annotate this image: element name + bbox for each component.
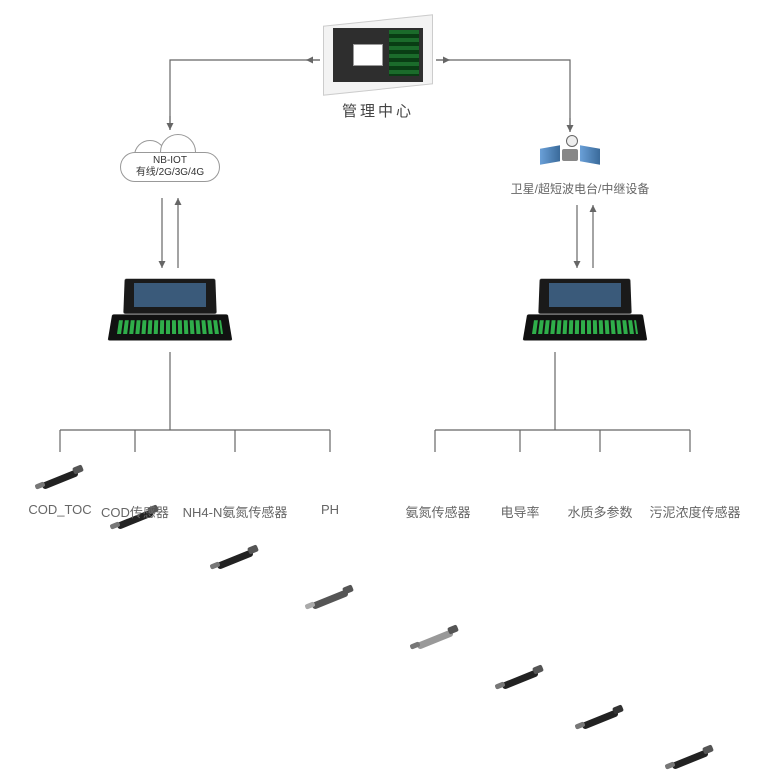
sensor-sludge-icon [663, 732, 717, 772]
sensor-nh4n-icon [208, 532, 262, 572]
cloud-icon: NB-IOT 有线/2G/3G/4G [120, 140, 220, 192]
sensor-multi-icon [573, 692, 627, 732]
sensor-label: PH [305, 502, 355, 517]
management-center-label: 管理中心 [330, 100, 426, 121]
sensor-label: 电导率 [490, 502, 550, 521]
sensor-cod-toc-icon [33, 452, 87, 492]
sensor-label: 污泥浓度传感器 [640, 502, 750, 521]
sensor-label: 氨氮传感器 [398, 502, 478, 521]
sensor-cond-icon [493, 652, 547, 692]
sensor-label: COD传感器 [95, 502, 175, 521]
data-logger-left-icon [110, 278, 230, 348]
management-center-icon [323, 20, 433, 90]
data-logger-right-icon [525, 278, 645, 348]
sensor-label: 水质多参数 [560, 502, 640, 521]
sensor-nh3n-icon [408, 612, 462, 652]
sensor-label: NH4-N氨氮传感器 [175, 502, 295, 521]
cloud-line2: 有线/2G/3G/4G [120, 167, 220, 179]
satellite-icon [540, 135, 600, 175]
sensor-label: COD_TOC [20, 502, 100, 517]
cloud-line1: NB-IOT [120, 155, 220, 167]
satellite-label: 卫星/超短波电台/中继设备 [500, 180, 660, 197]
sensor-ph-icon [303, 572, 357, 612]
